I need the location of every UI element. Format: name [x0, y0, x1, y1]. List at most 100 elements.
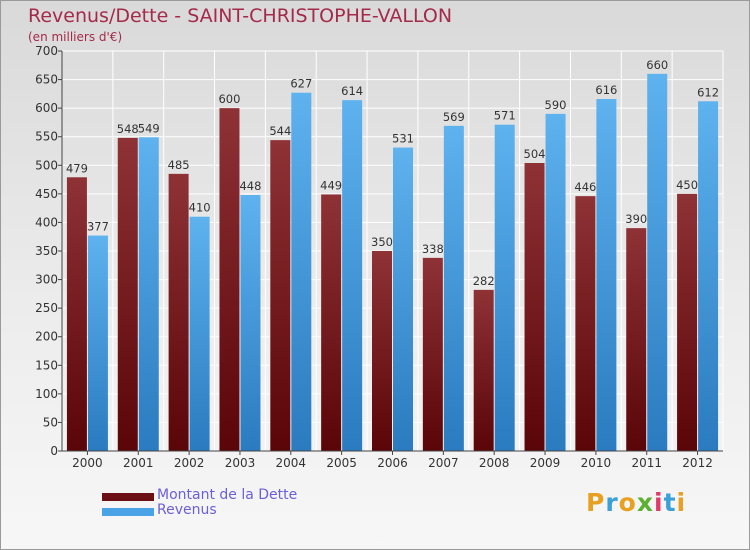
bar-revenus [342, 100, 363, 452]
data-label-dette: 450 [676, 178, 698, 192]
bar-revenus [647, 73, 668, 451]
bar-revenus [87, 235, 108, 451]
bar-dette [168, 173, 189, 451]
x-tick-label: 2005 [326, 456, 357, 470]
data-label-dette: 479 [66, 161, 88, 175]
data-label-dette: 390 [625, 212, 647, 226]
grid-lines [61, 50, 724, 452]
x-tick-label: 2000 [72, 456, 103, 470]
data-label-dette: 600 [218, 92, 240, 106]
logo-letter: i [676, 488, 687, 517]
logo-letter: x [636, 488, 654, 517]
bar-dette [422, 257, 443, 451]
bar-dette [575, 196, 596, 451]
y-tick-label: 100 [35, 387, 58, 401]
x-tick-label: 2010 [581, 456, 612, 470]
bar-dette [372, 251, 392, 451]
data-label-revenus: 377 [87, 220, 109, 234]
x-tick-label: 2003 [225, 456, 256, 470]
data-label-revenus: 612 [697, 85, 719, 99]
data-label-revenus: 549 [138, 121, 160, 135]
y-tick-label: 600 [35, 101, 58, 115]
y-tick-label: 150 [35, 358, 58, 372]
data-label-dette: 338 [422, 242, 444, 256]
y-tick-label: 650 [35, 73, 58, 87]
bar-revenus [291, 92, 312, 451]
bar-dette [270, 140, 291, 451]
bar-dette [524, 163, 545, 451]
bar-revenus [443, 125, 464, 451]
bar-revenus [240, 195, 261, 451]
bar-revenus [545, 113, 566, 451]
data-label-dette: 350 [371, 235, 393, 249]
legend-swatch-revenus [102, 508, 154, 516]
data-label-revenus: 531 [392, 132, 414, 146]
chart-subtitle: (en milliers d'€) [28, 30, 123, 44]
y-tick-label: 200 [35, 330, 58, 344]
y-tick-label: 250 [35, 301, 58, 315]
logo-letter: t [663, 488, 677, 517]
data-label-revenus: 614 [341, 84, 363, 98]
data-label-revenus: 627 [290, 77, 312, 91]
y-tick-label: 50 [43, 415, 58, 429]
bar-dette [677, 193, 698, 451]
bar-revenus [494, 124, 515, 451]
y-tick-label: 400 [35, 215, 58, 229]
axes: 0 50 100 150 200 250 300 350 400 450 500 550 600 650 7… [35, 44, 723, 470]
y-tick-label: 550 [35, 130, 58, 144]
legend-label-revenus: Revenus [157, 502, 217, 518]
y-tick-label: 700 [35, 44, 58, 58]
data-label-revenus: 571 [494, 109, 516, 123]
bar-revenus [138, 137, 159, 452]
proxiti-logo: Proxiti [586, 488, 686, 517]
data-label-dette: 282 [473, 274, 495, 288]
legend-label-dette: Montant de la Dette [157, 487, 298, 503]
x-tick-label: 2001 [123, 456, 154, 470]
data-label-revenus: 616 [595, 83, 617, 97]
data-label-dette: 485 [168, 158, 190, 172]
data-label-revenus: 660 [646, 58, 668, 72]
bar-revenus [698, 101, 719, 452]
x-tick-label: 2007 [428, 456, 459, 470]
y-tick-label: 300 [35, 273, 58, 287]
data-label-dette: 449 [320, 178, 342, 192]
bar-revenus [189, 216, 210, 451]
y-tick-label: 500 [35, 158, 58, 172]
y-tick-label: 0 [50, 444, 58, 458]
bar-dette [66, 177, 87, 452]
y-tick-label: 450 [35, 187, 58, 201]
data-label-revenus: 410 [189, 201, 211, 215]
bar-dette [626, 228, 647, 451]
data-label-dette: 504 [524, 147, 546, 161]
data-labels: 479 377 548 549 485 410 600 448 544 627 449 614 350 5… [66, 58, 719, 288]
legend-swatch-dette [102, 493, 154, 501]
logo-letter: P [586, 488, 606, 517]
bar-dette [473, 289, 494, 451]
data-label-revenus: 590 [545, 98, 567, 112]
x-tick-label: 2006 [377, 456, 408, 470]
x-tick-label: 2004 [276, 456, 307, 470]
data-label-dette: 446 [574, 180, 596, 194]
bar-revenus [393, 147, 413, 452]
chart-title: Revenus/Dette - SAINT-CHRISTOPHE-VALLON [28, 5, 453, 27]
data-label-dette: 544 [269, 124, 291, 138]
bar-revenus [596, 99, 617, 451]
bar-dette [117, 137, 138, 451]
logo-letter: r [605, 488, 619, 517]
data-label-dette: 548 [117, 122, 139, 136]
x-tick-label: 2008 [479, 456, 510, 470]
logo-letter: i [654, 488, 664, 517]
y-tick-label: 350 [35, 244, 58, 258]
x-tick-label: 2012 [682, 456, 713, 470]
data-label-revenus: 569 [443, 110, 465, 124]
bar-dette [219, 108, 240, 452]
x-tick-label: 2002 [174, 456, 205, 470]
logo-letter: o [618, 488, 637, 517]
data-label-revenus: 448 [239, 179, 261, 193]
x-tick-label: 2011 [631, 456, 662, 470]
bars [66, 73, 719, 452]
bar-dette [321, 194, 342, 451]
x-tick-label: 2009 [530, 456, 561, 470]
